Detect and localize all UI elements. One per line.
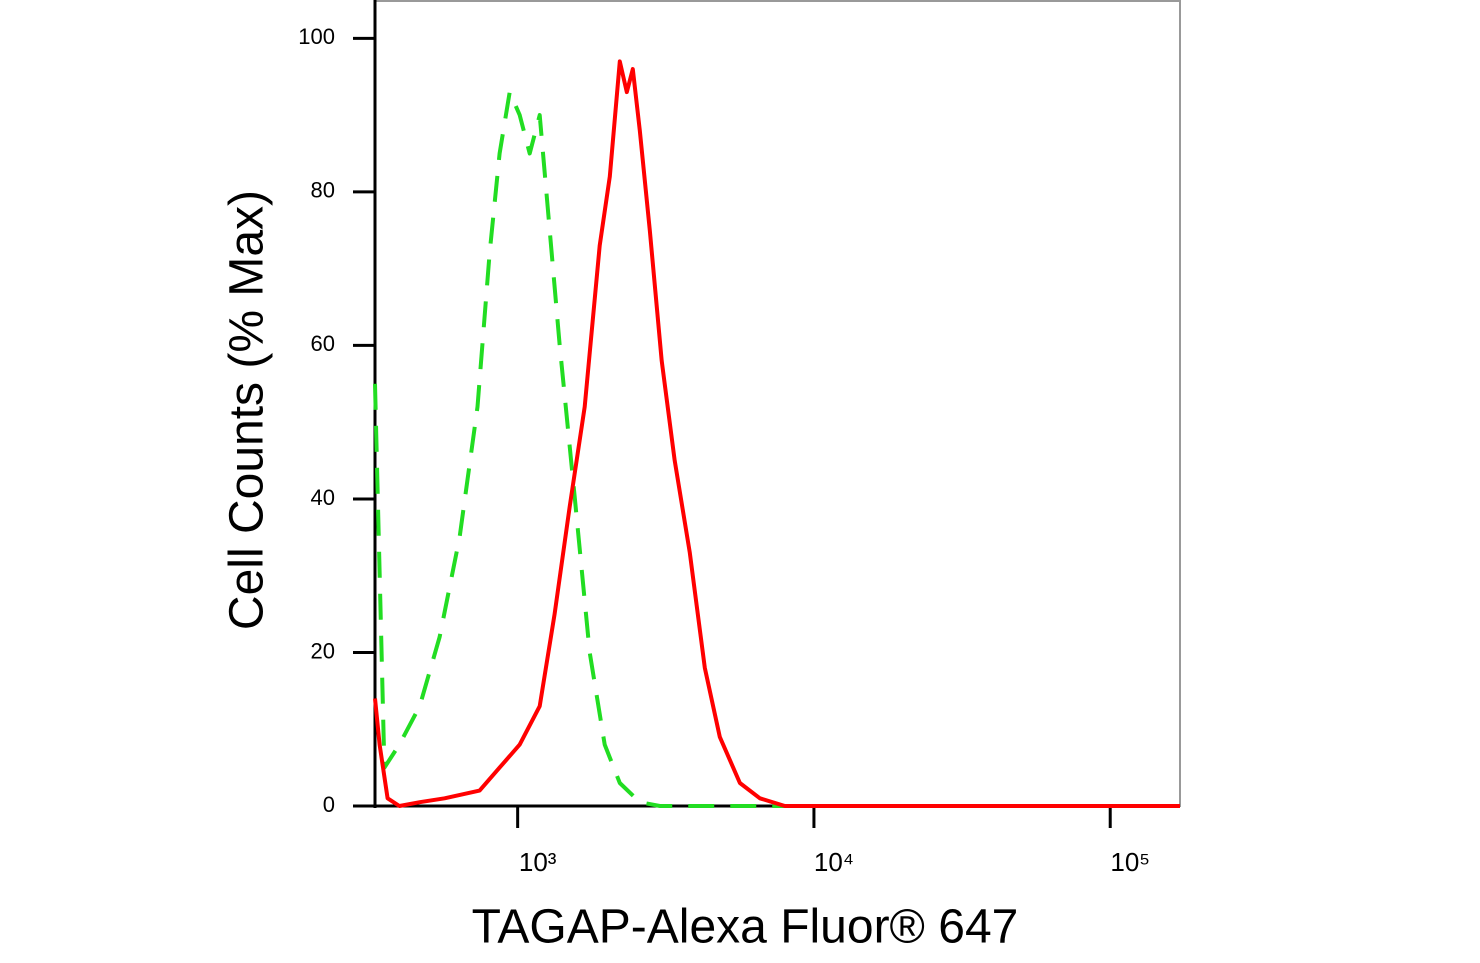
x-tick-label: 10⁵ xyxy=(1110,847,1150,877)
y-tick-label: 80 xyxy=(311,178,335,203)
x-tick-label: 10³ xyxy=(519,847,557,877)
histogram-line xyxy=(373,59,1180,808)
y-tick-label: 100 xyxy=(298,24,335,49)
x-axis-label: TAGAP-Alexa Fluor® 647 xyxy=(472,901,1019,954)
x-tick-label: 10⁴ xyxy=(814,847,854,877)
y-tick-label: 20 xyxy=(311,638,335,663)
histogram-line xyxy=(373,90,1180,808)
y-tick-label: 0 xyxy=(323,792,335,817)
y-tick-label: 40 xyxy=(311,485,335,510)
plot-frame xyxy=(374,0,1181,807)
y-tick-label: 60 xyxy=(311,331,335,356)
y-axis-label: Cell Counts (% Max) xyxy=(221,190,274,630)
